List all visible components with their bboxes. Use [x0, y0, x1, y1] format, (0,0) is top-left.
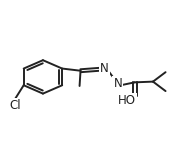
Text: HO: HO	[118, 94, 135, 107]
Text: N: N	[113, 77, 122, 90]
Text: Cl: Cl	[9, 99, 21, 112]
Text: N: N	[100, 62, 108, 75]
